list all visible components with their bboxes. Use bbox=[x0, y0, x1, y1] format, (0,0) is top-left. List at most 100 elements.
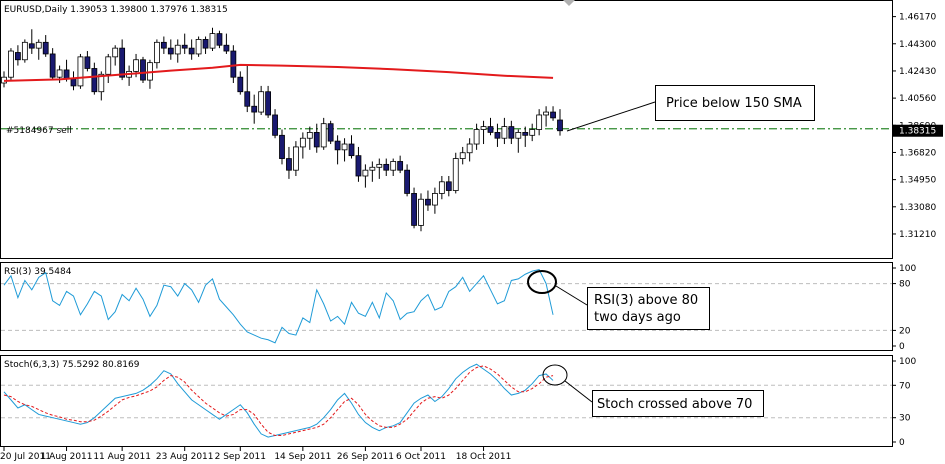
candle-body bbox=[452, 158, 459, 191]
candle-body bbox=[84, 56, 91, 69]
candle-body bbox=[188, 47, 195, 55]
candle bbox=[418, 193, 424, 232]
candle bbox=[411, 187, 417, 229]
candle bbox=[341, 138, 348, 162]
candle-body bbox=[70, 78, 77, 87]
candle-body bbox=[515, 132, 522, 139]
candle bbox=[8, 48, 14, 81]
candle bbox=[529, 123, 536, 142]
candle bbox=[320, 117, 327, 150]
candle bbox=[522, 126, 529, 147]
candle bbox=[390, 158, 397, 176]
candle bbox=[459, 146, 466, 165]
candle-body bbox=[501, 126, 508, 139]
candle bbox=[251, 94, 258, 124]
candle-body bbox=[28, 43, 35, 49]
candle bbox=[160, 36, 167, 54]
candle bbox=[487, 117, 494, 136]
candle-body bbox=[223, 44, 230, 52]
candle-body bbox=[286, 158, 292, 171]
candle bbox=[327, 120, 334, 145]
price-tick-label: 1.46170 bbox=[899, 13, 936, 23]
candle-body bbox=[494, 132, 501, 139]
candle-body bbox=[522, 132, 529, 136]
candle bbox=[209, 27, 216, 52]
candle-body bbox=[98, 73, 105, 93]
candle bbox=[112, 45, 119, 66]
candle-body bbox=[8, 50, 14, 78]
rsi-callout-pointer bbox=[555, 285, 588, 306]
candle-body bbox=[397, 161, 404, 171]
candle bbox=[543, 106, 549, 127]
chart-shift-marker-icon[interactable] bbox=[563, 0, 575, 6]
price-panel: 1.461701.443001.424301.405601.386901.368… bbox=[1, 13, 943, 240]
candle-body bbox=[56, 69, 63, 78]
candle-body bbox=[529, 129, 536, 136]
candle bbox=[452, 152, 459, 194]
stoch-panel-header: Stoch(6,3,3) 75.5292 80.8169 bbox=[4, 360, 140, 370]
candle-body bbox=[418, 198, 424, 226]
rsi-tick-label: 20 bbox=[899, 326, 911, 336]
candle-body bbox=[390, 161, 397, 171]
rsi-tick-label: 0 bbox=[899, 342, 905, 352]
rsi-callout-line-2: two days ago bbox=[594, 310, 681, 325]
candle-body bbox=[431, 193, 438, 206]
candle-body bbox=[49, 53, 56, 78]
candle bbox=[348, 135, 355, 159]
candle-body bbox=[543, 111, 549, 116]
sma-callout-box bbox=[655, 85, 815, 121]
candle-body bbox=[63, 69, 70, 80]
stoch-callout-text: Stoch crossed above 70 bbox=[597, 397, 752, 412]
stoch-main-line bbox=[3, 363, 554, 438]
candle bbox=[140, 56, 146, 84]
stoch-tick-label: 70 bbox=[899, 381, 911, 391]
candle bbox=[195, 36, 202, 57]
candle bbox=[473, 123, 480, 150]
time-tick-label: 18 Oct 2011 bbox=[456, 452, 512, 462]
current-price-label: 1.38315 bbox=[899, 127, 936, 137]
candle bbox=[376, 158, 383, 179]
candle-body bbox=[466, 143, 473, 154]
candle bbox=[445, 175, 452, 197]
time-tick-label: 6 Oct 2011 bbox=[396, 452, 446, 462]
price-tick-label: 1.33080 bbox=[899, 203, 936, 213]
rsi-panel-frame bbox=[0, 262, 893, 351]
current-price-badge bbox=[893, 124, 943, 137]
candle-body bbox=[355, 155, 362, 177]
candle-body bbox=[404, 169, 411, 194]
candle bbox=[508, 120, 515, 145]
candle bbox=[306, 126, 313, 150]
stoch-panel: 100 70 30 0 bbox=[1, 357, 916, 448]
time-tick-label: 11 Aug 2011 bbox=[93, 452, 151, 462]
candle-body bbox=[299, 137, 306, 148]
candle bbox=[258, 85, 265, 115]
stoch-tick-label: 100 bbox=[899, 357, 916, 367]
candle-body bbox=[244, 91, 251, 107]
rsi-tick-label: 80 bbox=[899, 280, 911, 290]
candle bbox=[334, 135, 341, 165]
candle bbox=[279, 129, 285, 165]
time-tick-label: 1 Aug 2011 bbox=[41, 452, 93, 462]
candle bbox=[28, 29, 35, 54]
candle-body bbox=[473, 129, 480, 145]
candle bbox=[181, 33, 188, 54]
candle-body bbox=[376, 163, 383, 168]
candle bbox=[501, 117, 508, 145]
candle-body bbox=[272, 114, 278, 136]
candle bbox=[292, 141, 299, 176]
candle bbox=[466, 138, 473, 162]
candle-body bbox=[265, 91, 272, 116]
candle-body bbox=[195, 39, 202, 55]
candle bbox=[272, 109, 278, 139]
price-tick-label: 1.31210 bbox=[899, 230, 936, 240]
candle-body bbox=[341, 143, 348, 151]
candle bbox=[355, 146, 362, 182]
price-panel-header: EURUSD,Daily 1.39053 1.39800 1.37976 1.3… bbox=[4, 5, 228, 15]
candle bbox=[230, 45, 237, 84]
stoch-callout-pointer bbox=[564, 380, 593, 403]
sma-callout-pointer bbox=[566, 101, 656, 132]
price-tick-label: 1.40560 bbox=[899, 94, 936, 104]
time-tick-label: 20 Jul 2011 bbox=[0, 452, 51, 462]
candle-body bbox=[508, 126, 515, 139]
rsi-line bbox=[3, 268, 554, 344]
